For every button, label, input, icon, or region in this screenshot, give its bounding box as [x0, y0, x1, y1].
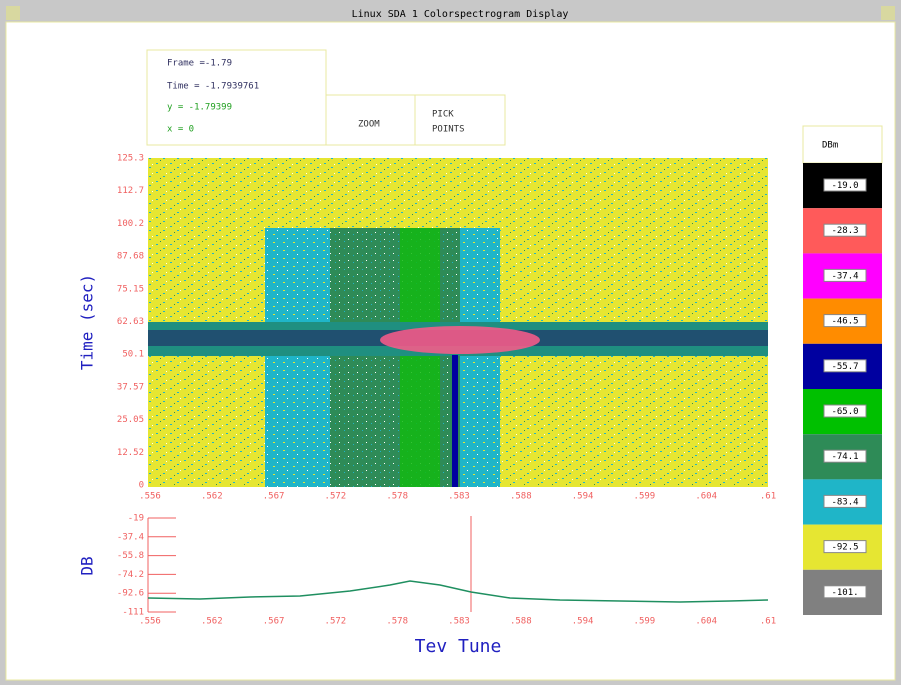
y-tick-label: 12.52: [117, 448, 144, 458]
y-tick-label: 25.05: [117, 415, 144, 425]
window: Linux SDA 1 Colorspectrogram Display Fra…: [0, 0, 901, 685]
legend-label: -37.4: [831, 271, 858, 281]
legend-label: -55.7: [831, 362, 858, 372]
frame-text: Frame =-1.79: [167, 59, 232, 69]
legend-label: -19.0: [831, 181, 858, 191]
x-tick-label: .572: [325, 492, 347, 502]
x-tick-label: .572: [325, 617, 347, 627]
db-tick-label: -19: [128, 514, 144, 524]
db-tick-label: -55.8: [117, 551, 144, 561]
y-tick-label: 75.15: [117, 284, 144, 294]
x-tick-label: .588: [510, 492, 532, 502]
y-axis-label: Time (sec): [78, 274, 97, 370]
pick-label: PICK: [432, 110, 454, 120]
x-tick-label: .583: [448, 617, 470, 627]
x-tick-label: .578: [386, 617, 408, 627]
close-button[interactable]: [881, 6, 895, 20]
db-tick-label: -74.2: [117, 570, 144, 580]
x-tick-label: .562: [201, 617, 223, 627]
y-tick-label: 62.63: [117, 317, 144, 327]
legend-label: -46.5: [831, 317, 858, 327]
x-tick-label: .562: [201, 492, 223, 502]
x-tick-label: .604: [695, 617, 717, 627]
x-tick-label: .604: [695, 492, 717, 502]
y-tick-label: 112.7: [117, 186, 144, 196]
menu-button[interactable]: [6, 6, 20, 20]
x-tick-label: .583: [448, 492, 470, 502]
y-text: y = -1.79399: [167, 103, 232, 113]
x-tick-label: .578: [386, 492, 408, 502]
window-title: Linux SDA 1 Colorspectrogram Display: [352, 9, 569, 20]
time-text: Time = -1.7939761: [167, 82, 259, 92]
x-axis-label: Tev Tune: [415, 636, 502, 657]
x-tick-label: .61: [760, 492, 776, 502]
x-tick-label: .556: [139, 492, 161, 502]
x-tick-label: .567: [263, 617, 285, 627]
legend-label: -92.5: [831, 543, 858, 553]
pick-label: POINTS: [432, 125, 465, 135]
legend-label: -101.: [831, 588, 858, 598]
y-tick-label: 50.1: [122, 350, 144, 360]
legend-label: -83.4: [831, 497, 858, 507]
zoom-label: ZOOM: [358, 120, 380, 130]
y-tick-label: 125.3: [117, 154, 144, 164]
x-tick-label: .599: [634, 617, 656, 627]
spectrogram: [148, 158, 768, 487]
x-tick-label: .594: [572, 492, 594, 502]
pick-button[interactable]: [415, 95, 505, 145]
legend-title: DBm: [822, 141, 838, 151]
legend-label: -65.0: [831, 407, 858, 417]
x-tick-label: .599: [634, 492, 656, 502]
x-tick-label: .61: [760, 617, 776, 627]
x-tick-label: .567: [263, 492, 285, 502]
legend-header: [803, 126, 882, 163]
db-tick-label: -37.4: [117, 532, 144, 542]
x-tick-label: .594: [572, 617, 594, 627]
legend-label: -28.3: [831, 226, 858, 236]
y-tick-label: 37.57: [117, 382, 144, 392]
y-tick-label: 0: [139, 481, 144, 491]
y-tick-label: 100.2: [117, 219, 144, 229]
legend-label: -74.1: [831, 452, 858, 462]
x-text: x = 0: [167, 125, 194, 135]
x-tick-label: .588: [510, 617, 532, 627]
db-tick-label: -92.6: [117, 589, 144, 599]
y-tick-label: 87.68: [117, 252, 144, 262]
x-tick-label: .556: [139, 617, 161, 627]
db-axis-label: DB: [78, 556, 97, 575]
